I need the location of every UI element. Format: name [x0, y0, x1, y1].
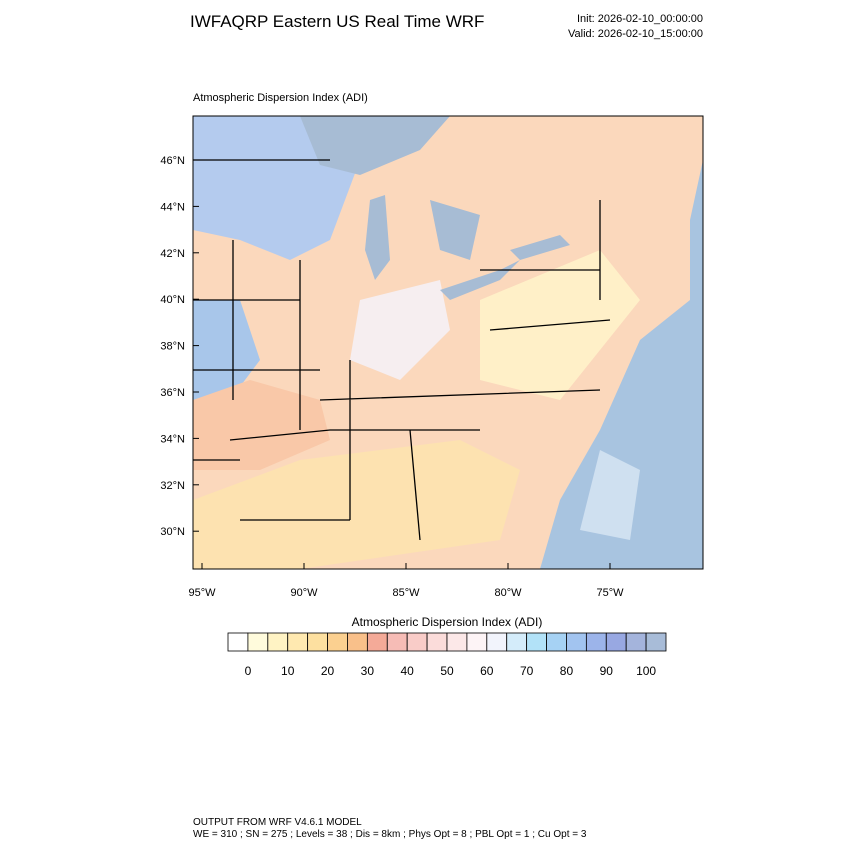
lon-labels: 95°W 90°W 85°W 80°W 75°W — [188, 563, 624, 599]
color-box — [386, 632, 408, 652]
color-box — [506, 632, 528, 652]
lon-label: 95°W — [188, 587, 216, 599]
color-box — [347, 632, 368, 652]
color-box — [446, 632, 468, 652]
lat-label: 38°N — [160, 341, 185, 353]
lat-label: 32°N — [160, 480, 185, 492]
colorbar-label: 80 — [560, 664, 574, 678]
color-box — [406, 632, 428, 652]
colorbar: 0 10 20 30 40 50 60 70 80 90 100 — [227, 632, 667, 678]
color-box — [625, 632, 647, 652]
lat-label: 44°N — [160, 201, 185, 213]
colorbar-label: 100 — [636, 664, 656, 678]
footer-line: OUTPUT FROM WRF V4.6.1 MODEL — [193, 817, 362, 828]
color-box — [605, 632, 627, 652]
colorbar-label: 10 — [281, 664, 295, 678]
color-box — [247, 632, 269, 652]
colorbar-label: 70 — [520, 664, 534, 678]
color-box — [307, 632, 328, 652]
init-time: Init: 2026-02-10_00:00:00 — [577, 13, 703, 25]
color-box — [585, 632, 607, 652]
colorbar-label: 50 — [440, 664, 454, 678]
lon-label: 75°W — [596, 587, 624, 599]
lat-label: 40°N — [160, 294, 185, 306]
footer-line: WE = 310 ; SN = 275 ; Levels = 38 ; Dis … — [193, 829, 587, 840]
color-box — [287, 632, 309, 652]
color-box — [426, 632, 448, 652]
title: IWFAQRP Eastern US Real Time WRF — [190, 12, 484, 31]
colorbar-label: 60 — [480, 664, 494, 678]
map — [192, 115, 704, 570]
valid-time: Valid: 2026-02-10_15:00:00 — [568, 28, 703, 40]
color-box — [546, 632, 567, 652]
color-box — [566, 632, 587, 652]
color-box — [466, 632, 488, 652]
colorbar-label: 90 — [600, 664, 614, 678]
lon-label: 85°W — [392, 587, 420, 599]
lat-labels: 46°N 44°N 42°N 40°N 38°N 36°N 34°N 32°N 30°N — [160, 155, 199, 538]
lon-label: 90°W — [290, 587, 318, 599]
color-box — [327, 632, 348, 652]
lat-label: 36°N — [160, 387, 185, 399]
lat-label: 46°N — [160, 155, 185, 167]
colorbar-label: 0 — [245, 664, 252, 678]
colorbar-label: 30 — [361, 664, 375, 678]
lat-label: 42°N — [160, 248, 185, 260]
colorbar-title: Atmospheric Dispersion Index (ADI) — [352, 615, 543, 629]
colorbar-label: 20 — [321, 664, 335, 678]
color-box — [526, 632, 547, 652]
color-box — [227, 632, 249, 652]
color-box — [645, 632, 667, 652]
color-box — [486, 632, 508, 652]
lat-label: 30°N — [160, 526, 185, 538]
color-box — [366, 632, 388, 652]
colorbar-label: 40 — [401, 664, 415, 678]
map-label: Atmospheric Dispersion Index (ADI) — [193, 92, 368, 104]
lat-label: 34°N — [160, 433, 185, 445]
lon-label: 80°W — [494, 587, 522, 599]
color-box — [267, 632, 289, 652]
